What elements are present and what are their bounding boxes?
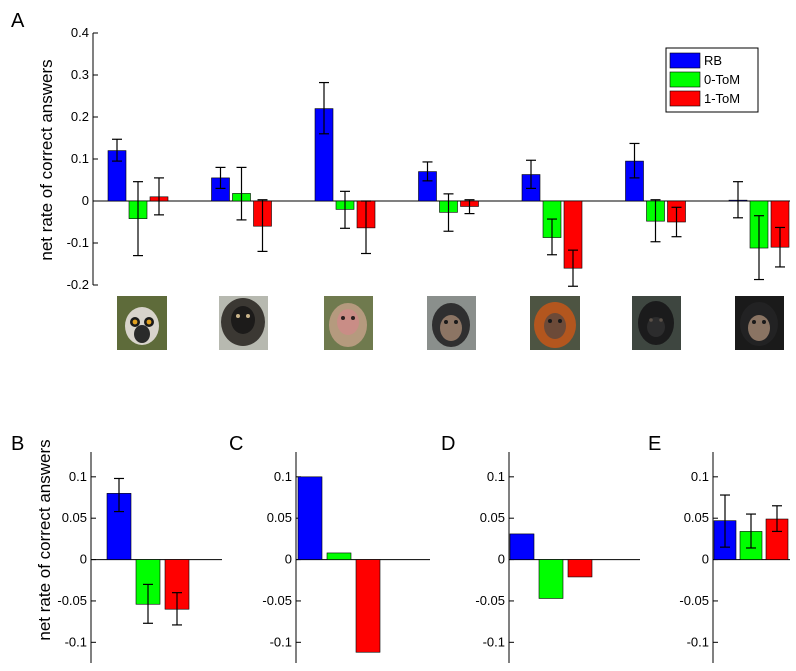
panel-a-axes: -0.2 -0.1 0 0.1 0.2 0.3 0.4 xyxy=(67,25,790,292)
legend-label-rb: RB xyxy=(704,53,722,68)
panel-c-y-tick-label: -0.05 xyxy=(262,593,292,608)
panel-a-y-tick-label: 0.2 xyxy=(71,109,89,124)
chimpanzee-juvenile-photo xyxy=(427,296,476,350)
panel-e-bars xyxy=(713,494,789,560)
panel-c-bar-rb xyxy=(297,476,323,560)
panel-c-bar-1-tom xyxy=(355,559,381,653)
panel-b: B net rate of correct answers -0.1 -0.05 0… xyxy=(11,433,222,663)
legend-swatch-rb xyxy=(669,52,701,69)
panel-d-y-tick-label: 0.05 xyxy=(480,510,505,525)
chimpanzee-photo xyxy=(735,296,784,350)
gorilla-photo xyxy=(632,296,681,350)
panel-b-y-tick-label: 0 xyxy=(80,552,87,567)
panel-a-legend: RB 0-ToM 1-ToM xyxy=(665,47,759,113)
panel-e-y-tick-label: -0.05 xyxy=(679,593,709,608)
animal-photos xyxy=(117,296,784,350)
panel-letter-a: A xyxy=(11,10,25,32)
orangutan-photo xyxy=(530,296,580,350)
legend-label-1-tom: 1-ToM xyxy=(704,91,740,106)
panel-c-y-tick-label: 0.1 xyxy=(274,469,292,484)
panel-a-y-tick-label: -0.1 xyxy=(67,235,89,250)
panel-c-y-tick-label: -0.1 xyxy=(270,634,292,649)
legend-label-0-tom: 0-ToM xyxy=(704,72,740,87)
panel-c-y-tick-label: 0.05 xyxy=(267,510,292,525)
panel-d-y-tick-label: 0.1 xyxy=(487,469,505,484)
panel-letter-e: E xyxy=(648,433,661,455)
panel-a-y-tick-label: 0 xyxy=(82,193,89,208)
panel-b-y-tick-label: 0.1 xyxy=(69,469,87,484)
panel-letter-d: D xyxy=(441,433,455,455)
legend-swatch-1-tom xyxy=(669,90,701,107)
panel-d-y-tick-label: 0 xyxy=(498,552,505,567)
panel-d-bars xyxy=(509,533,593,599)
panel-c: C -0.1 -0.05 0 0.05 0.1 xyxy=(229,433,430,663)
panel-b-y-tick-label: -0.1 xyxy=(65,634,87,649)
legend-swatch-0-tom xyxy=(669,71,701,88)
panel-letter-b: B xyxy=(11,433,24,455)
panel-d-axes: -0.1 -0.05 0 0.05 0.1 xyxy=(475,452,640,663)
panel-b-bars xyxy=(106,477,190,626)
macaque-photo xyxy=(324,296,373,350)
panel-b-y-tick-label: 0.05 xyxy=(62,510,87,525)
panel-a-bars xyxy=(107,81,790,287)
panel-d: D -0.1 -0.05 0 0.05 0.1 xyxy=(441,433,640,663)
panel-d-bar-1-tom xyxy=(567,559,593,578)
panel-a: A net rate of correct answers -0.2 -0.1 0 0… xyxy=(11,10,790,350)
panel-e-y-tick-label: -0.1 xyxy=(687,634,709,649)
panel-e-y-tick-label: 0 xyxy=(702,552,709,567)
panel-a-y-tick-label: 0.3 xyxy=(71,67,89,82)
panel-d-y-tick-label: -0.1 xyxy=(483,634,505,649)
panel-a-y-tick-label: 0.1 xyxy=(71,151,89,166)
panel-e: E -0.1 -0.05 0 0.05 0.1 xyxy=(648,433,790,663)
panel-a-y-tick-label: 0.4 xyxy=(71,25,89,40)
panel-c-y-tick-label: 0 xyxy=(285,552,292,567)
lion-tailed-macaque-photo xyxy=(219,296,268,350)
ring-tailed-lemur-photo xyxy=(117,296,167,350)
panel-letter-c: C xyxy=(229,433,243,455)
panel-a-y-tick-label: -0.2 xyxy=(67,277,89,292)
panel-e-y-tick-label: 0.05 xyxy=(684,510,709,525)
panel-e-y-tick-label: 0.1 xyxy=(691,469,709,484)
panel-d-bar-0-tom xyxy=(538,559,564,599)
panel-c-bars xyxy=(297,476,381,653)
panel-d-y-tick-label: -0.05 xyxy=(475,593,505,608)
panel-b-y-tick-label: -0.05 xyxy=(57,593,87,608)
panel-b-y-axis-label: net rate of correct answers xyxy=(35,439,54,640)
panel-a-y-axis-label: net rate of correct answers xyxy=(37,59,56,260)
panel-c-bar-0-tom xyxy=(326,552,352,560)
panel-d-bar-rb xyxy=(509,533,535,560)
panel-e-axes: -0.1 -0.05 0 0.05 0.1 xyxy=(679,452,790,663)
panel-b-axes: -0.1 -0.05 0 0.05 0.1 xyxy=(57,452,222,663)
